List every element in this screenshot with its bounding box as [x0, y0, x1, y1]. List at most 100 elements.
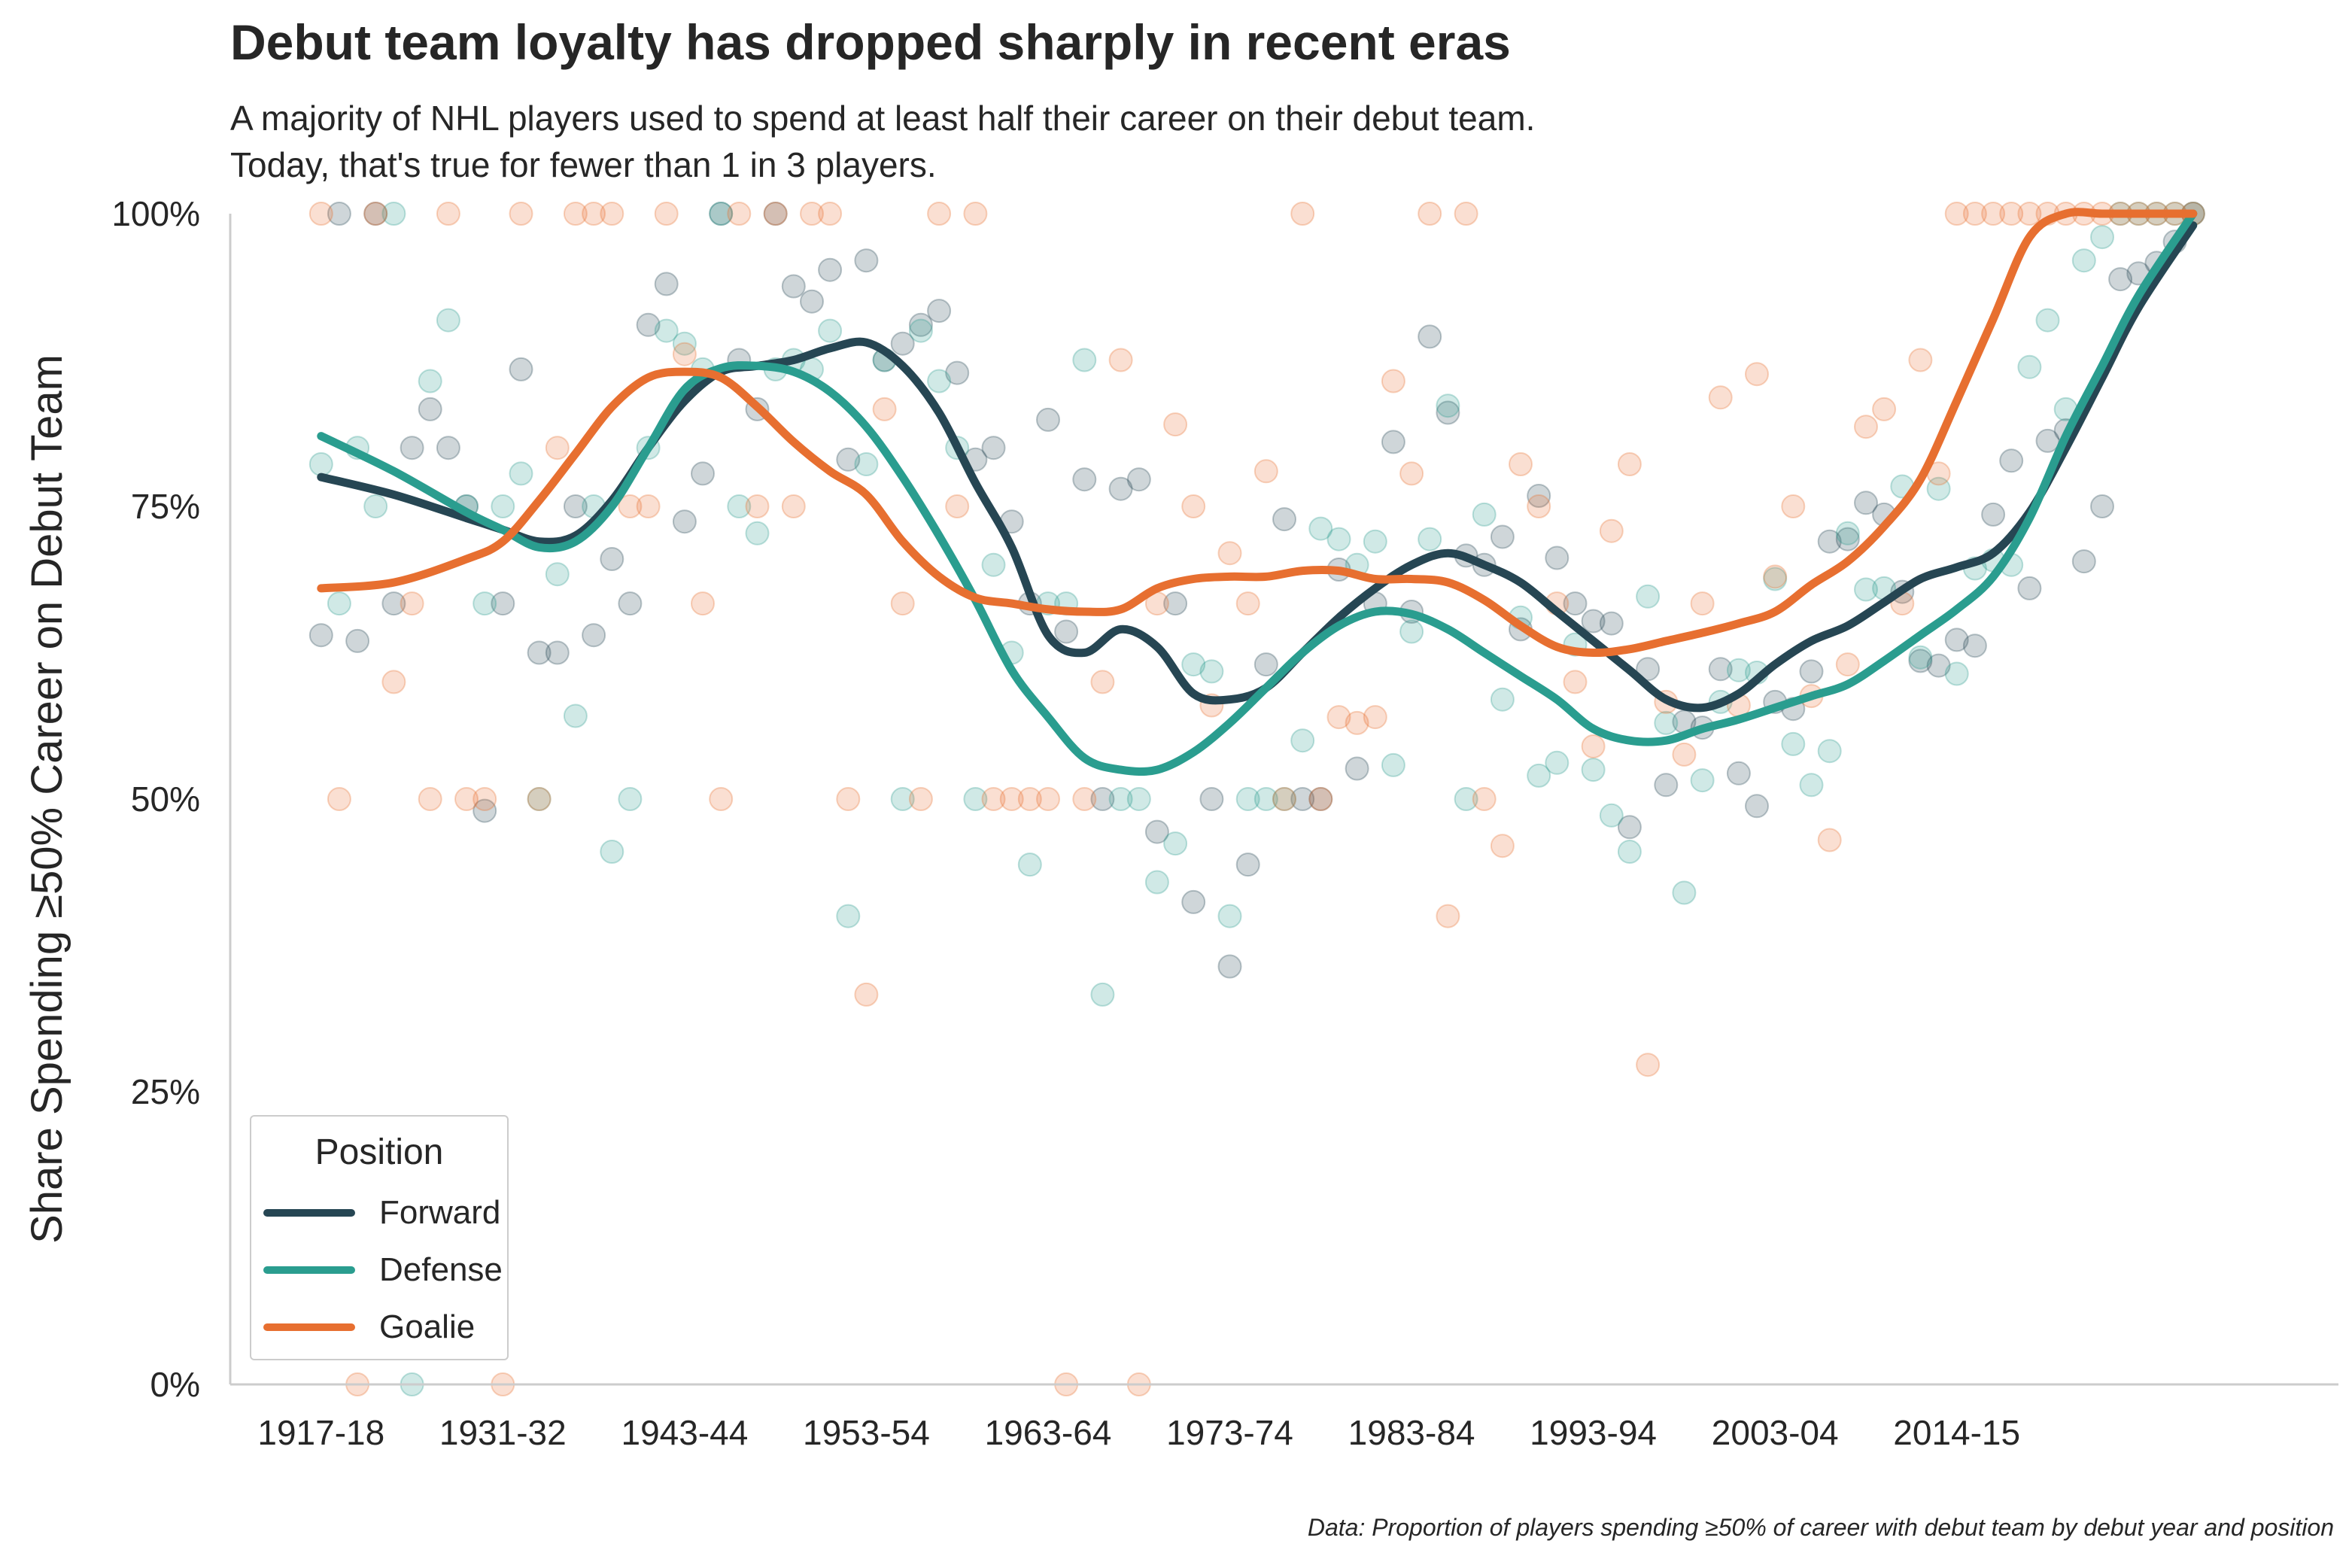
scatter-point-forward	[1599, 611, 1624, 636]
scatter-point-defense	[1690, 768, 1715, 793]
scatter-point-forward	[308, 623, 333, 648]
scatter-point-goalie	[563, 202, 588, 226]
scatter-point-forward	[545, 640, 570, 665]
scatter-point-defense	[1472, 502, 1497, 527]
scatter-point-forward	[1926, 653, 1951, 678]
y-tick-label: 50%	[131, 779, 200, 819]
scatter-point-defense	[745, 521, 770, 545]
scatter-point-forward	[2090, 494, 2114, 518]
scatter-point-defense	[818, 318, 843, 343]
scatter-point-defense	[2071, 248, 2096, 273]
scatter-point-goalie	[1636, 1053, 1661, 1077]
legend-label-defense: Defense	[379, 1251, 503, 1288]
scatter-point-forward	[763, 202, 788, 226]
scatter-point-forward	[1944, 628, 1969, 652]
scatter-point-defense	[1436, 394, 1460, 418]
scatter-point-goalie	[1817, 828, 1842, 852]
scatter-point-forward	[600, 547, 624, 571]
scatter-point-forward	[1126, 467, 1151, 492]
scatter-point-defense	[436, 308, 460, 333]
scatter-point-goalie	[600, 202, 624, 226]
scatter-point-forward	[1235, 852, 1260, 877]
y-tick-label: 100%	[111, 194, 200, 233]
scatter-point-defense	[1381, 752, 1405, 777]
scatter-point-goalie	[1399, 461, 1424, 486]
scatter-point-goalie	[1872, 397, 1897, 421]
scatter-point-goalie	[1326, 705, 1351, 730]
scatter-point-goalie	[1835, 652, 1860, 677]
scatter-point-goalie	[1599, 518, 1624, 543]
scatter-point-forward	[1636, 657, 1661, 682]
scatter-point-defense	[1490, 687, 1515, 712]
x-tick-label: 2003-04	[1712, 1413, 1839, 1452]
scatter-point-forward	[327, 202, 351, 226]
scatter-point-forward	[854, 248, 879, 273]
scatter-point-goalie	[890, 591, 915, 616]
scatter-point-defense	[2017, 354, 2042, 379]
scatter-point-forward	[582, 623, 606, 648]
scatter-point-goalie	[1108, 348, 1133, 372]
scatter-point-goalie	[800, 202, 824, 226]
scatter-point-goalie	[908, 787, 933, 811]
subtitle-line-2: Today, that's true for fewer than 1 in 3…	[230, 145, 937, 184]
scatter-point-forward	[363, 202, 388, 226]
scatter-point-goalie	[1617, 452, 1642, 476]
legend-item-goalie: Goalie	[263, 1305, 475, 1350]
scatter-point-forward	[491, 591, 515, 616]
scatter-point-defense	[1854, 577, 1878, 602]
scatter-point-goalie	[527, 787, 552, 811]
scatter-point-goalie	[709, 787, 734, 811]
scatter-point-forward	[1581, 609, 1606, 634]
scatter-point-defense	[1290, 728, 1315, 753]
scatter-point-goalie	[1981, 202, 2006, 226]
legend-item-defense: Defense	[263, 1247, 503, 1293]
scatter-point-forward	[527, 640, 552, 665]
scatter-point-goalie	[818, 202, 843, 226]
y-tick-label: 0%	[150, 1365, 200, 1404]
scatter-point-defense	[1454, 787, 1478, 811]
scatter-point-goalie	[1072, 787, 1097, 811]
scatter-point-defense	[927, 369, 952, 394]
scatter-point-forward	[418, 397, 442, 421]
scatter-point-goalie	[727, 202, 752, 226]
scatter-point-defense	[1617, 840, 1642, 864]
scatter-point-forward	[1090, 787, 1115, 811]
x-tick-label: 1953-54	[803, 1413, 930, 1452]
scatter-point-forward	[1854, 491, 1878, 515]
scatter-point-forward	[1108, 476, 1133, 501]
scatter-point-defense	[618, 787, 643, 811]
scatter-point-forward	[945, 360, 970, 385]
scatter-point-defense	[1399, 619, 1424, 644]
scatter-point-goalie	[963, 202, 988, 226]
scatter-point-goalie	[1781, 494, 1806, 518]
x-tick-label: 1963-64	[985, 1413, 1112, 1452]
x-tick-label: 1943-44	[621, 1413, 748, 1452]
scatter-point-defense	[709, 202, 734, 226]
scatter-point-forward	[800, 289, 824, 314]
x-tick-label: 1973-74	[1166, 1413, 1293, 1452]
scatter-point-goalie	[1454, 202, 1478, 226]
scatter-point-defense	[1017, 852, 1042, 877]
scatter-point-goalie	[1017, 787, 1042, 811]
scatter-point-goalie	[1509, 452, 1533, 476]
y-axis-label: Share Spending ≥50% Career on Debut Team	[23, 354, 71, 1244]
scatter-point-defense	[1108, 787, 1133, 811]
scatter-point-defense	[1672, 880, 1697, 905]
scatter-point-goalie	[1999, 202, 2024, 226]
scatter-point-defense	[1926, 476, 1951, 501]
scatter-point-forward	[2035, 428, 2060, 453]
scatter-point-forward	[908, 312, 933, 337]
scatter-point-goalie	[1690, 591, 1715, 616]
scatter-point-forward	[473, 798, 497, 823]
scatter-point-goalie	[691, 591, 715, 616]
chart-title: Debut team loyalty has dropped sharply i…	[230, 14, 1511, 70]
scatter-point-goalie	[945, 494, 970, 518]
subtitle-line-1: A majority of NHL players used to spend …	[230, 99, 1536, 138]
scatter-point-forward	[1708, 657, 1733, 682]
scatter-point-forward	[1253, 652, 1278, 677]
scatter-point-forward	[1217, 954, 1242, 979]
scatter-point-defense	[2035, 308, 2060, 333]
scatter-point-goalie	[836, 787, 861, 811]
scatter-point-forward	[1563, 591, 1588, 616]
scatter-point-defense	[1636, 584, 1661, 609]
